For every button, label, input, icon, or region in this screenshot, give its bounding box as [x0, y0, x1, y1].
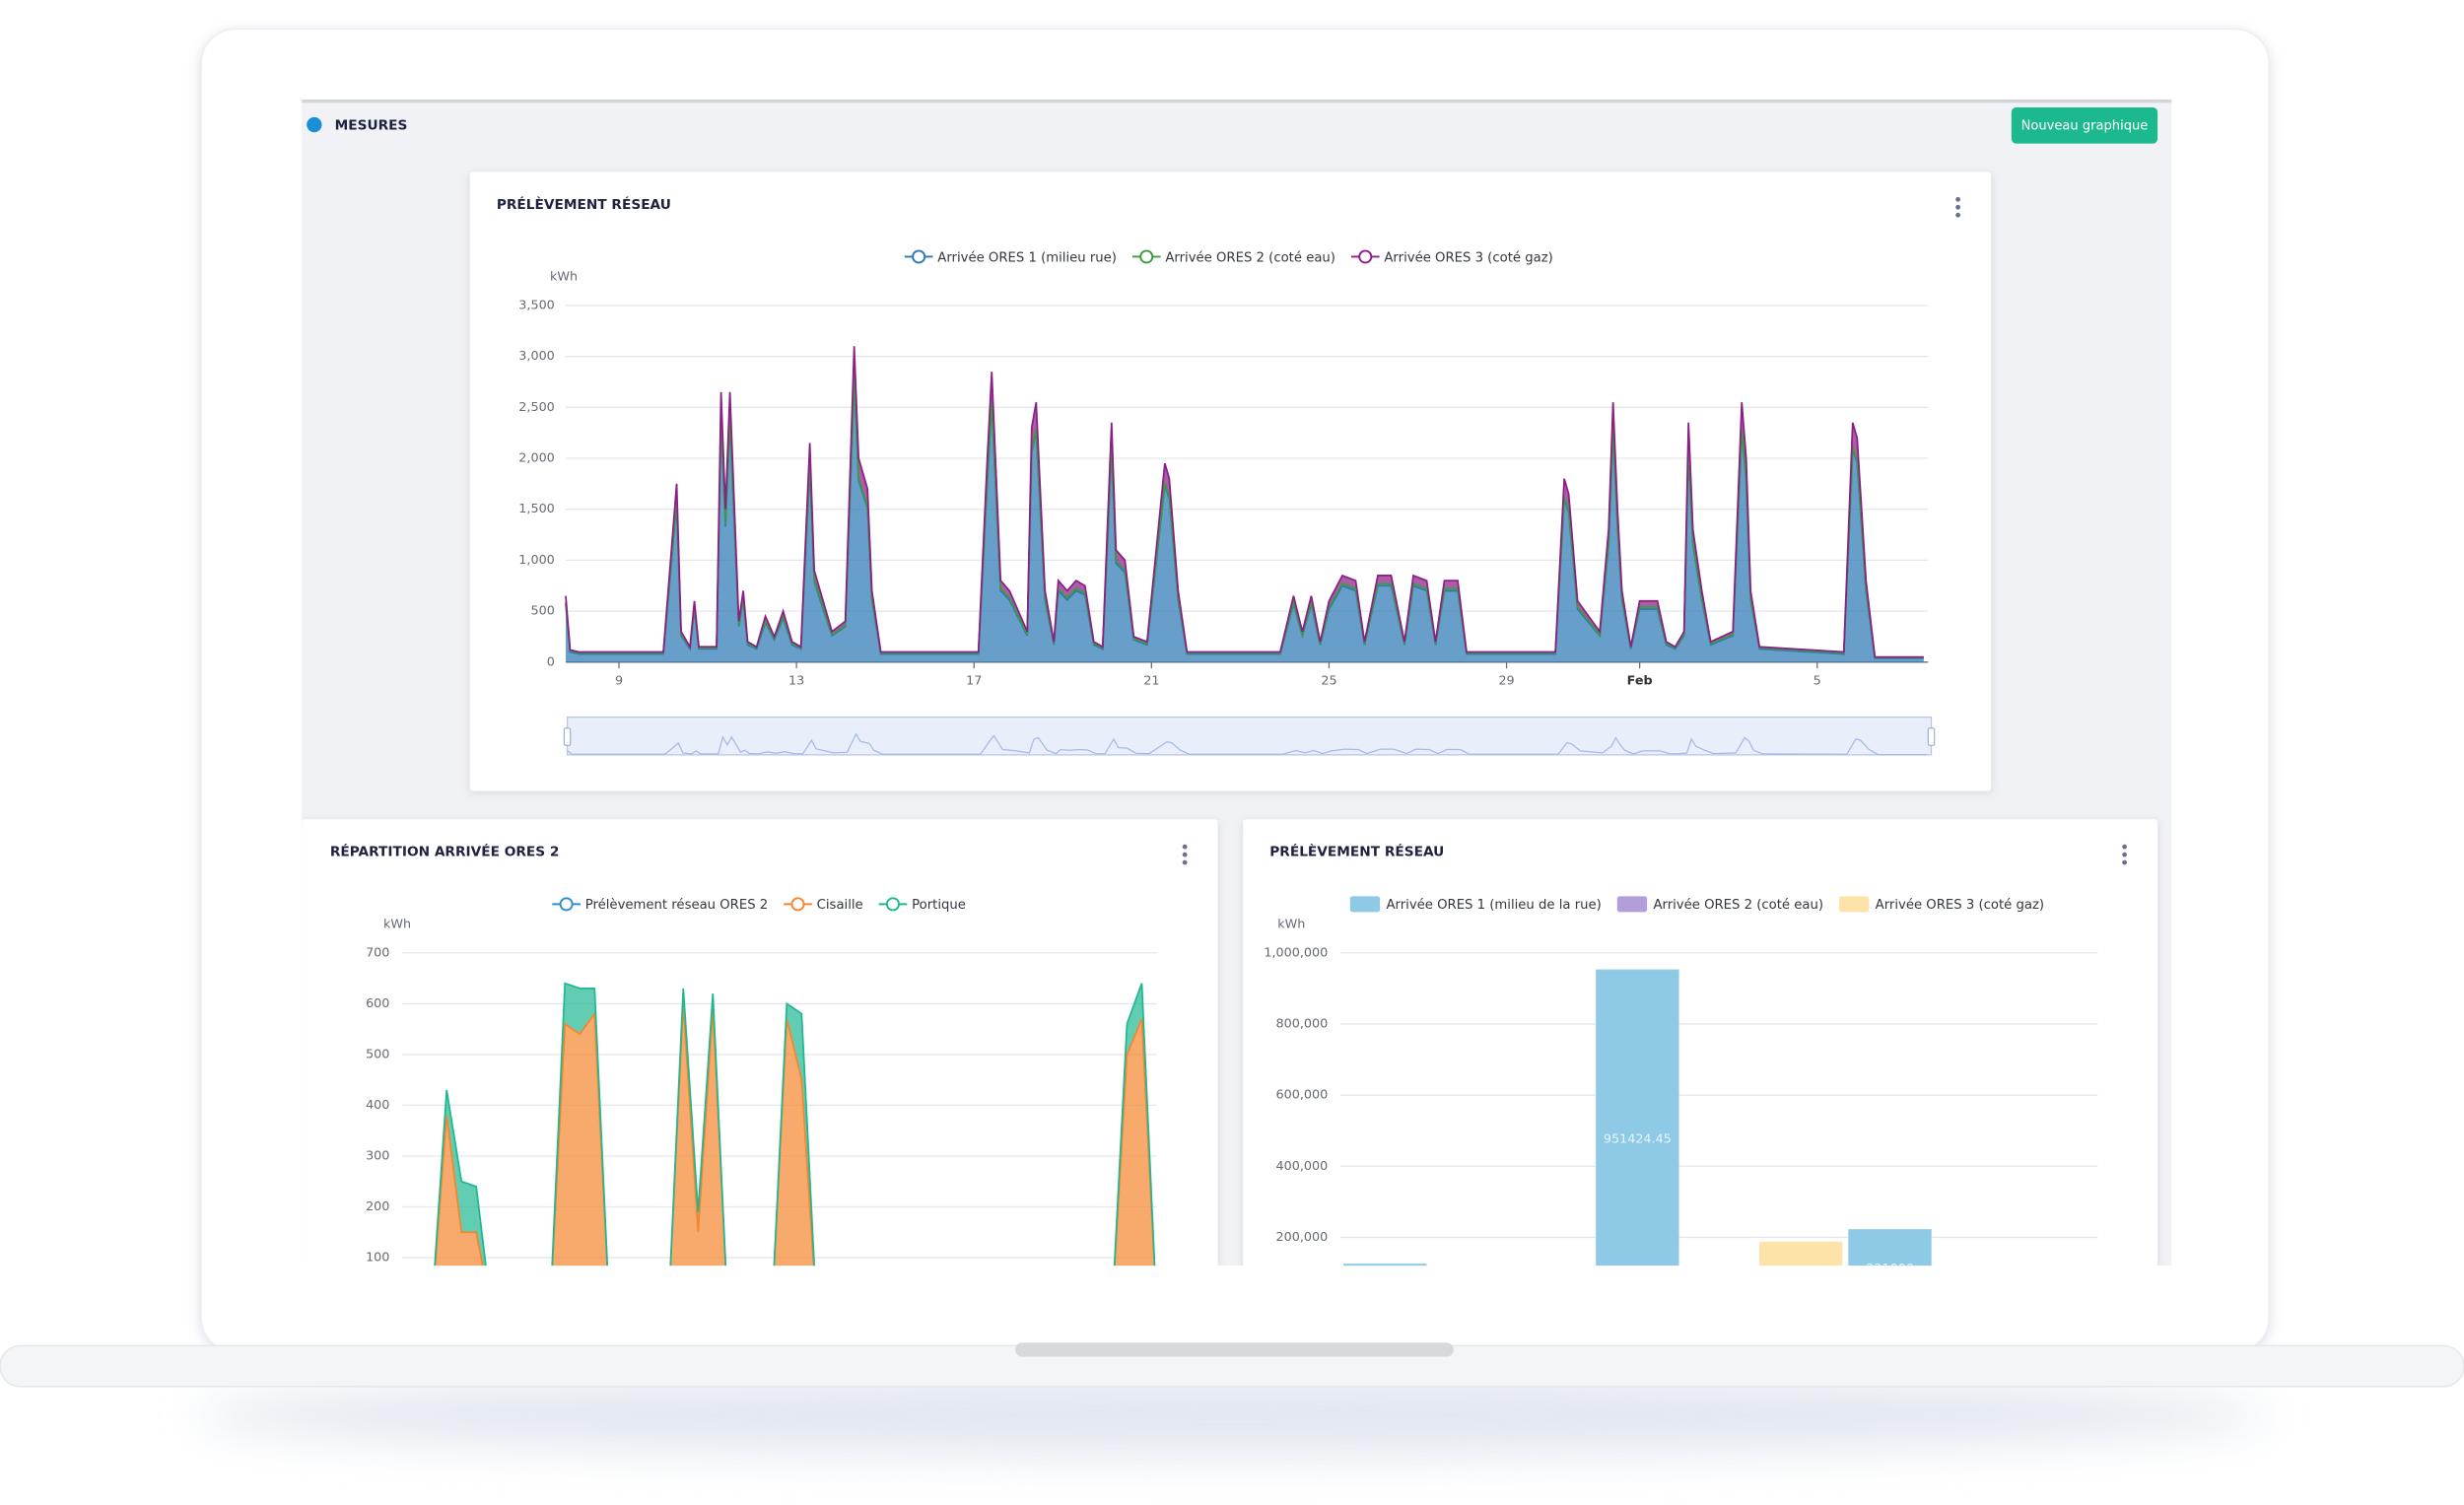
- legend: Prélèvement réseau ORES 2 Cisaille Portiqu…: [552, 897, 966, 913]
- y-tick-label: 2,000: [518, 451, 555, 466]
- line: [565, 346, 1924, 658]
- bar-value-label: 951424.45: [1604, 1131, 1672, 1146]
- legend-item[interactable]: Arrivée ORES 2 (coté eau): [1131, 249, 1335, 265]
- legend-marker[interactable]: [790, 897, 805, 912]
- y-tick-label: 800,000: [1276, 1016, 1329, 1031]
- legend-item[interactable]: Arrivée ORES 1 (milieu de la rue): [1349, 896, 1602, 913]
- legend-label[interactable]: Arrivée ORES 1 (milieu de la rue): [1386, 897, 1601, 913]
- legend-label[interactable]: Prélèvement réseau ORES 2: [585, 897, 768, 913]
- x-tick-label: 29: [1498, 673, 1514, 688]
- x-tick-label: 21: [1143, 673, 1159, 688]
- card: [302, 819, 1218, 1266]
- screen: MESURES Nouveau graphique PRÉLÈVEMENT RÉ…: [302, 100, 2172, 1309]
- legend-label[interactable]: Portique: [912, 898, 966, 913]
- legend-item[interactable]: Arrivée ORES 3 (coté gaz): [1350, 249, 1553, 265]
- zoom-preview: [567, 732, 1927, 756]
- legend-label[interactable]: Cisaille: [817, 898, 863, 913]
- x-tick-label: 9: [615, 673, 623, 688]
- legend-item[interactable]: Arrivée ORES 2 (coté eau): [1616, 896, 1823, 913]
- chart-title: PRÉLÈVEMENT RÉSEAU: [1269, 843, 1444, 860]
- legend-marker[interactable]: [885, 897, 901, 912]
- y-tick-label: 3,500: [518, 298, 555, 312]
- chart-title: RÉPARTITION ARRIVÉE ORES 2: [330, 843, 560, 860]
- charts: PRÉLÈVEMENT RÉSEAU kWh 0 500 1,000 1,500 2,000…: [330, 195, 2098, 1309]
- floor-shadow: [194, 1374, 2270, 1456]
- y-tick-label: 600: [366, 996, 389, 1011]
- x-tick-label: Feb: [1627, 673, 1653, 688]
- area: [435, 1003, 1155, 1266]
- zoom-handle[interactable]: [1927, 727, 1936, 746]
- y-tick-label: 500: [530, 604, 554, 619]
- zoom-handle[interactable]: [563, 727, 572, 746]
- y-tick-label: 100: [366, 1251, 389, 1266]
- legend-label[interactable]: Arrivée ORES 2 (coté eau): [1653, 897, 1823, 913]
- zoom-slider[interactable]: [566, 716, 1933, 756]
- legend-swatch[interactable]: [1838, 896, 1870, 913]
- legend-marker[interactable]: [1139, 249, 1154, 264]
- bar[interactable]: [1596, 969, 1679, 1308]
- legend: Arrivée ORES 1 (milieu rue) Arrivée ORES …: [904, 249, 1553, 265]
- y-tick-label: 3,000: [518, 349, 555, 364]
- area: [435, 983, 1155, 1266]
- laptop-notch: [1014, 1342, 1454, 1357]
- legend-item[interactable]: Cisaille: [784, 897, 863, 913]
- y-tick-label: 0: [547, 654, 555, 669]
- chart-title: PRÉLÈVEMENT RÉSEAU: [497, 195, 671, 213]
- legend-swatch[interactable]: [1349, 896, 1381, 913]
- y-tick-label: 1,500: [518, 502, 555, 516]
- chart: PRÉLÈVEMENT RÉSEAU kWh 0 500 1,000 1,500 2,000…: [497, 195, 1936, 756]
- card-menu[interactable]: [1182, 844, 1188, 865]
- legend: Arrivée ORES 1 (milieu de la rue) Arrivée…: [1349, 896, 2044, 913]
- line: [565, 377, 1924, 659]
- page-title: MESURES: [335, 117, 408, 133]
- bar[interactable]: [1342, 1264, 1427, 1309]
- legend-label[interactable]: Arrivée ORES 2 (coté eau): [1165, 249, 1335, 265]
- legend-marker[interactable]: [912, 249, 926, 264]
- y-tick-label: 1,000,000: [1264, 945, 1328, 960]
- x-tick-label: 17: [966, 673, 982, 688]
- legend-item[interactable]: Arrivée ORES 3 (coté gaz): [1838, 896, 2044, 913]
- y-tick-label: 700: [366, 945, 389, 960]
- y-axis-unit: kWh: [550, 270, 578, 285]
- new-chart-button[interactable]: [2011, 107, 2158, 144]
- y-tick-label: 200: [366, 1199, 389, 1214]
- bar[interactable]: [1758, 1241, 1843, 1308]
- y-axis-unit: kWh: [383, 918, 411, 932]
- y-tick-label: 400,000: [1276, 1159, 1329, 1174]
- legend-swatch[interactable]: [1616, 896, 1648, 913]
- line: [434, 982, 1156, 1266]
- x-tick-label: 5: [1814, 673, 1821, 688]
- y-tick-label: 400: [366, 1098, 389, 1113]
- y-tick-label: 300: [366, 1148, 389, 1163]
- legend-label[interactable]: Arrivée ORES 3 (coté gaz): [1876, 897, 2044, 913]
- y-tick-label: 200,000: [1276, 1230, 1329, 1245]
- y-axis-unit: kWh: [1277, 918, 1305, 932]
- x-tick-label: 25: [1321, 673, 1336, 688]
- legend-label[interactable]: Arrivée ORES 3 (coté gaz): [1384, 249, 1552, 265]
- x-tick-label: 13: [788, 673, 804, 688]
- legend-item[interactable]: Portique: [878, 897, 966, 913]
- bar[interactable]: [1848, 1229, 1932, 1309]
- legend-marker[interactable]: [1358, 249, 1373, 264]
- status-dot: [307, 116, 322, 133]
- legend-item[interactable]: Arrivée ORES 1 (milieu rue): [904, 249, 1117, 265]
- legend-marker[interactable]: [559, 897, 574, 912]
- bar-value-label: 221000: [1866, 1262, 1914, 1276]
- legend-item[interactable]: Prélèvement réseau ORES 2: [552, 897, 768, 913]
- card-menu[interactable]: [1955, 196, 1960, 218]
- new-chart-button-label[interactable]: Nouveau graphique: [2021, 119, 2149, 134]
- chart: PRÉLÈVEMENT RÉSEAU kWh 200,000 400,000 600,0…: [1264, 843, 2098, 1309]
- card: [1243, 819, 2158, 1266]
- y-tick-label: 600,000: [1276, 1088, 1329, 1103]
- y-tick-label: 500: [366, 1047, 389, 1061]
- chart: RÉPARTITION ARRIVÉE ORES 2 kWh 100 200 300 40…: [330, 843, 1157, 1266]
- y-tick-label: 1,000: [518, 553, 555, 568]
- card-menu[interactable]: [2122, 844, 2128, 865]
- legend-label[interactable]: Arrivée ORES 1 (milieu rue): [937, 249, 1117, 265]
- y-tick-label: 2,500: [518, 400, 555, 415]
